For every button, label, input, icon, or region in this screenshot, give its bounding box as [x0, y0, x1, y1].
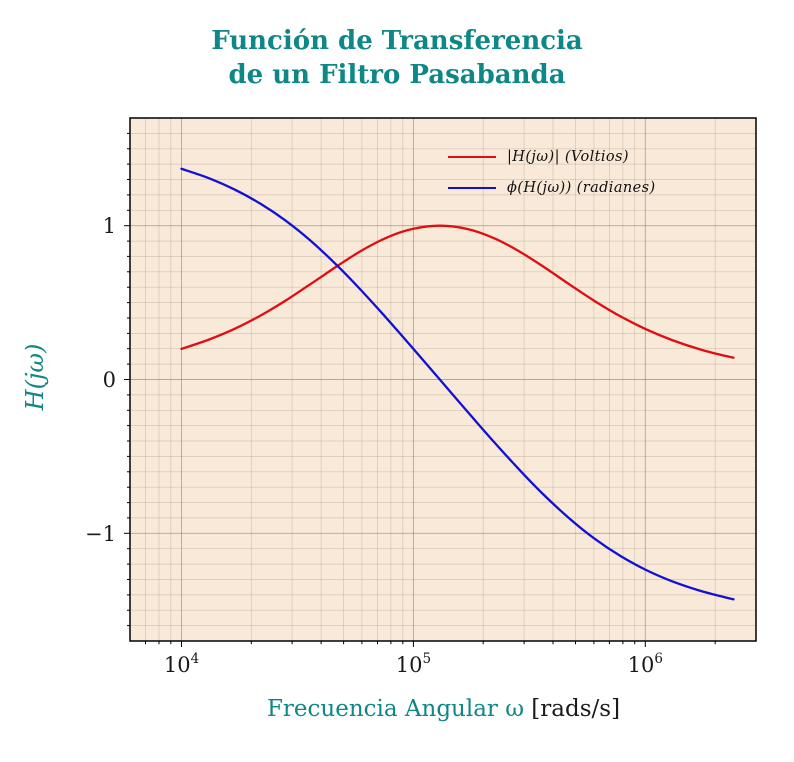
legend-item-phase: ϕ(H(jω)) (radianes): [448, 172, 656, 203]
chart-title-line1: Función de Transferencia: [211, 26, 583, 56]
x-axis-label: Frecuencia Angular ω [rads/s]: [130, 696, 757, 722]
svg-text:106: 106: [628, 651, 663, 677]
y-tick-labels: 1 0 −1: [85, 214, 116, 546]
magnitude-line-sample: [448, 155, 496, 158]
chart-title: Función de Transferencia de un Filtro Pa…: [0, 24, 794, 93]
svg-text:1: 1: [103, 214, 116, 238]
x-tick-labels: 104 105 106: [164, 651, 663, 677]
grid-major: [130, 118, 756, 641]
legend-label-phase: ϕ(H(jω)) (radianes): [507, 179, 656, 196]
y-axis-label: H(jω): [21, 343, 49, 411]
legend-label-magnitude: |H(jω)| (Voltios): [507, 148, 629, 165]
phase-curve: [180, 167, 735, 601]
magnitude-curve: [180, 224, 735, 359]
x-axis-label-unit: [rads/s]: [524, 696, 621, 722]
legend: |H(jω)| (Voltios) ϕ(H(jω)) (radianes): [448, 141, 656, 203]
x-axis-label-text: Frecuencia Angular ω: [266, 696, 524, 722]
tick-marks: [124, 132, 716, 647]
chart-title-line2: de un Filtro Pasabanda: [228, 60, 566, 91]
svg-text:105: 105: [396, 651, 431, 677]
legend-item-magnitude: |H(jω)| (Voltios): [448, 141, 656, 172]
svg-text:104: 104: [164, 651, 199, 677]
svg-text:−1: −1: [85, 522, 116, 546]
svg-text:0: 0: [103, 368, 116, 392]
phase-line-sample: [448, 186, 496, 189]
